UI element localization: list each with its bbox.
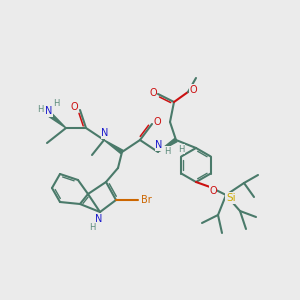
- Text: N: N: [101, 128, 109, 138]
- Text: H: H: [164, 146, 170, 155]
- Polygon shape: [104, 140, 123, 154]
- Text: O: O: [70, 102, 78, 112]
- Text: Br: Br: [141, 195, 152, 205]
- Text: H: H: [178, 145, 184, 154]
- Polygon shape: [158, 138, 177, 152]
- Text: O: O: [149, 88, 157, 98]
- Text: N: N: [155, 140, 163, 150]
- Text: H: H: [53, 100, 59, 109]
- Text: N: N: [95, 214, 103, 224]
- Text: N: N: [45, 106, 53, 116]
- Text: O: O: [153, 117, 161, 127]
- Text: H: H: [37, 104, 43, 113]
- Polygon shape: [46, 111, 66, 128]
- Text: Si: Si: [226, 193, 236, 203]
- Text: O: O: [189, 85, 197, 95]
- Text: O: O: [209, 186, 217, 196]
- Text: H: H: [89, 223, 95, 232]
